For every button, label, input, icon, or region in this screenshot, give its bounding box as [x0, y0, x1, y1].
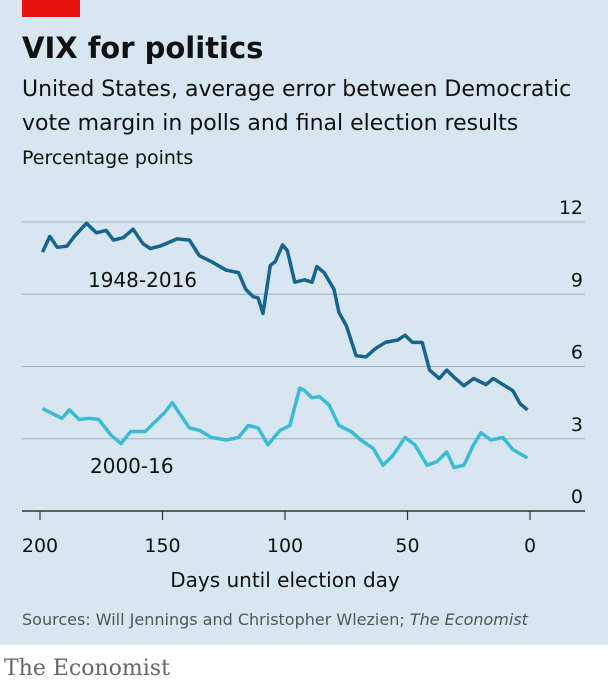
x-tick-label: 200 — [22, 535, 58, 557]
y-tick-label: 3 — [571, 414, 583, 436]
source: Sources: Will Jennings and Christopher W… — [22, 610, 529, 629]
x-axis-label: Days until election day — [170, 568, 400, 592]
chart-title: VIX for politics — [22, 31, 263, 65]
y-tick-label: 12 — [559, 197, 583, 219]
subtitle: vote margin in polls and final election … — [22, 111, 518, 136]
series-label: 2000-16 — [90, 454, 174, 478]
series-label: 1948-2016 — [88, 268, 197, 292]
subtitle: United States, average error between Dem… — [22, 77, 571, 102]
y-tick-label: 0 — [571, 486, 583, 508]
brand: The Economist — [4, 656, 170, 681]
source-italic: The Economist — [410, 610, 529, 629]
footer-strip — [0, 645, 608, 685]
x-tick-label: 0 — [524, 535, 536, 557]
x-tick-label: 50 — [395, 535, 419, 557]
red-tag — [22, 0, 80, 17]
series-line — [40, 221, 529, 412]
x-tick-label: 150 — [144, 535, 180, 557]
source-text: Sources: Will Jennings and Christopher W… — [22, 610, 410, 629]
y-tick-label: 6 — [571, 342, 583, 364]
x-tick-label: 100 — [267, 535, 303, 557]
y-axis-label: Percentage points — [22, 147, 193, 169]
series-line — [41, 386, 529, 470]
y-tick-label: 9 — [571, 269, 583, 291]
